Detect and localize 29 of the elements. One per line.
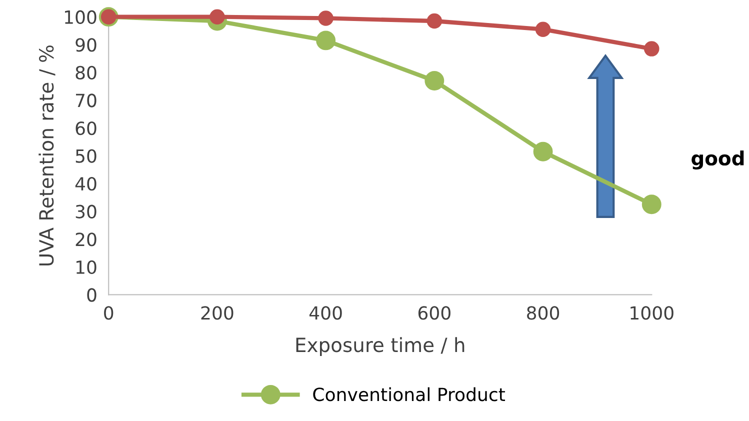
y-axis-title: UVA Retention rate / % bbox=[38, 46, 56, 266]
point bbox=[316, 30, 336, 50]
point bbox=[535, 22, 551, 37]
x-axis-title: Exposure time / h bbox=[296, 337, 464, 356]
point bbox=[533, 142, 553, 162]
point bbox=[644, 41, 660, 56]
x-tick-label: 800 bbox=[527, 306, 560, 320]
x-tick-label: 0 bbox=[104, 306, 114, 320]
y-tick-label: 20 bbox=[76, 232, 96, 246]
y-tick-label: 50 bbox=[76, 149, 96, 163]
point bbox=[424, 71, 444, 90]
y-tick-label: 80 bbox=[76, 66, 96, 80]
point bbox=[426, 13, 442, 29]
y-tick-label: 70 bbox=[76, 94, 96, 108]
point bbox=[642, 194, 662, 214]
y-tick-label: 30 bbox=[76, 204, 96, 218]
y-tick-label: 10 bbox=[76, 260, 96, 274]
text: good bbox=[692, 150, 744, 170]
y-tick-label: 40 bbox=[75, 177, 96, 191]
x-tick-label: 1000 bbox=[630, 306, 674, 320]
point bbox=[318, 10, 334, 26]
x-tick-label: 200 bbox=[201, 306, 234, 320]
y-tick-label: 0 bbox=[87, 288, 96, 302]
legend-label: Conventional Product bbox=[313, 387, 506, 402]
x-tick-label: 600 bbox=[418, 306, 450, 320]
y-tick-label: 60 bbox=[76, 121, 96, 136]
y-tick-label: 90 bbox=[76, 38, 96, 52]
x-tick-label: 400 bbox=[309, 306, 342, 320]
y-tick-label: 100 bbox=[65, 10, 96, 24]
